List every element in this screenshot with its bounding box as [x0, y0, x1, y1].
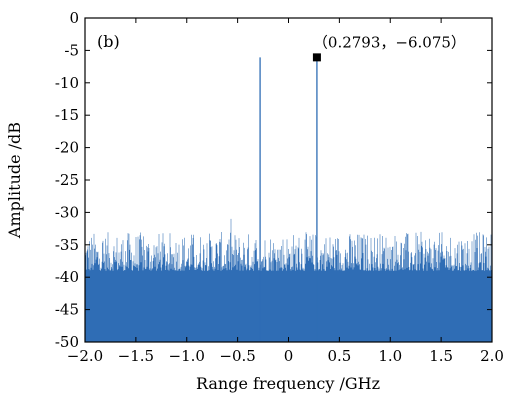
x-tick-label: −2.0 — [67, 347, 103, 365]
x-tick-label: −1.5 — [118, 347, 154, 365]
y-tick-label: -15 — [55, 106, 79, 124]
noise-floor — [84, 218, 493, 342]
x-tick-label: −0.5 — [219, 347, 255, 365]
y-tick-label: -40 — [55, 268, 79, 286]
x-tick-label: 0 — [284, 347, 294, 365]
panel-label: (b) — [97, 32, 120, 51]
x-tick-label: 0.5 — [327, 347, 351, 365]
y-tick-label: -10 — [55, 74, 79, 92]
x-tick-label: 1.0 — [378, 347, 402, 365]
y-tick-label: -30 — [55, 203, 79, 221]
spectrum-series — [84, 57, 493, 342]
y-tick-label: -50 — [55, 333, 79, 351]
y-tick-labels: 0 -5 -10 -15 -20 -25 -30 -35 -40 -45 -50 — [55, 9, 79, 351]
x-tick-label: −1.0 — [169, 347, 205, 365]
y-tick-label: 0 — [69, 9, 79, 27]
y-tick-label: -35 — [55, 236, 79, 254]
y-tick-label: -20 — [55, 139, 79, 157]
x-tick-label: 1.5 — [429, 347, 453, 365]
y-tick-label: -45 — [55, 301, 79, 319]
marker-annotation: （0.2793，−6.075） — [313, 33, 466, 51]
peak-marker — [312, 53, 321, 62]
y-tick-label: -25 — [55, 171, 79, 189]
x-tick-label: 2.0 — [480, 347, 504, 365]
x-tick-labels: −2.0 −1.5 −1.0 −0.5 0 0.5 1.0 1.5 2.0 — [67, 347, 504, 365]
axis-ticks — [84, 17, 493, 343]
y-tick-label: -5 — [64, 41, 79, 59]
x-axis-label: Range frequency /GHz — [196, 374, 380, 393]
y-axis-label: Amplitude /dB — [5, 122, 24, 239]
